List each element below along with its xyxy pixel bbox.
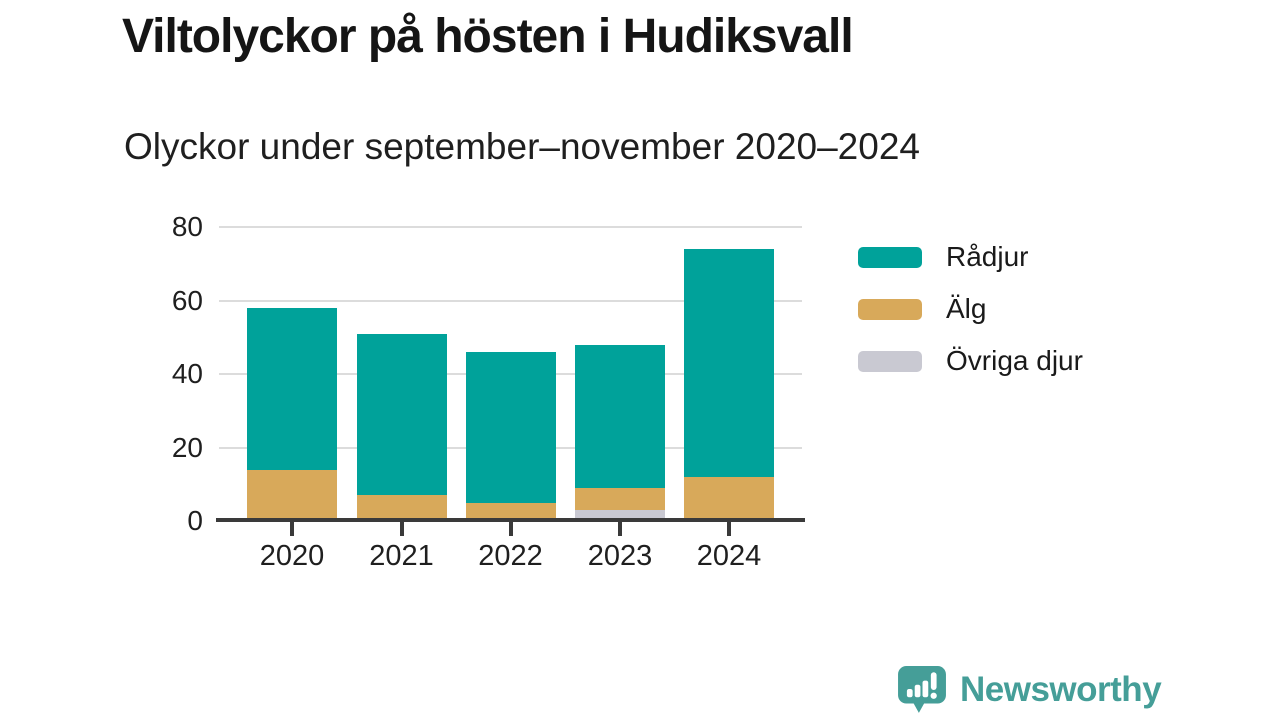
- legend-swatch: [858, 350, 922, 372]
- x-axis-tick-label-2022: 2022: [478, 540, 543, 572]
- bar-segment-2020-älg: [247, 469, 337, 521]
- x-axis-tick-2020: [290, 522, 294, 536]
- x-axis-tick-2022: [508, 522, 513, 536]
- bar-2020: [247, 307, 337, 521]
- legend-label: Övriga djur: [946, 345, 1083, 376]
- bar-segment-2021-älg: [356, 495, 447, 521]
- bar-2023: [575, 344, 665, 521]
- x-axis-tick-label-2024: 2024: [696, 540, 762, 572]
- x-axis-tick-label-2023: 2023: [587, 540, 653, 572]
- gridline-y60: [219, 299, 802, 302]
- x-axis-line: [216, 518, 805, 522]
- legend-swatch: [858, 246, 922, 268]
- y-axis-tick-label-60: 60: [171, 284, 203, 316]
- bar-segment-2022-älg: [465, 502, 556, 521]
- y-axis-tick-label-80: 80: [171, 211, 203, 242]
- legend-label: Rådjur: [946, 241, 1029, 272]
- bar-2021: [356, 333, 447, 521]
- bar-segment-2024-rådjur: [684, 249, 774, 477]
- y-axis-tick-label-40: 40: [171, 358, 203, 389]
- bar-segment-2023-övriga-djur: [575, 509, 665, 521]
- legend: Rådjur Älg Övriga djur: [858, 231, 1083, 387]
- x-axis-tick-label-2021: 2021: [369, 540, 434, 572]
- bar-segment-2020-rådjur: [247, 307, 337, 470]
- bar-segment-2023-älg: [575, 487, 665, 510]
- gridline-y80: [219, 226, 802, 228]
- bar-2022: [465, 351, 556, 521]
- chart-title: Viltolyckor på hösten i Hudiksvall: [122, 10, 854, 63]
- brand-name: Newsworthy: [960, 670, 1162, 709]
- legend-item-rådjur: Rådjur: [858, 231, 1083, 283]
- x-axis-tick-2021: [399, 522, 404, 536]
- legend-swatch: [858, 298, 922, 320]
- bar-segment-2023-rådjur: [575, 344, 665, 488]
- chart-subtitle: Olyckor under september–november 2020–20…: [124, 126, 920, 167]
- bar-segment-2024-älg: [684, 476, 774, 521]
- bar-segment-2022-rådjur: [465, 351, 556, 503]
- legend-label: Älg: [946, 293, 987, 324]
- y-axis-tick-label-20: 20: [171, 431, 203, 463]
- bar-segment-2021-rådjur: [356, 333, 447, 496]
- newsworthy-logo: Newsworthy: [897, 665, 1162, 715]
- x-axis-tick-2023: [618, 522, 622, 536]
- bar-2024: [684, 249, 774, 521]
- y-axis-tick-label-0: 0: [187, 505, 203, 536]
- x-axis-tick-label-2020: 2020: [259, 540, 325, 572]
- x-axis-tick-2024: [727, 522, 731, 536]
- newsworthy-speech-bubble-chart-icon: [898, 666, 946, 713]
- legend-item-övriga-djur: Övriga djur: [858, 335, 1083, 387]
- legend-item-älg: Älg: [858, 283, 1083, 335]
- plot-area: [216, 226, 805, 522]
